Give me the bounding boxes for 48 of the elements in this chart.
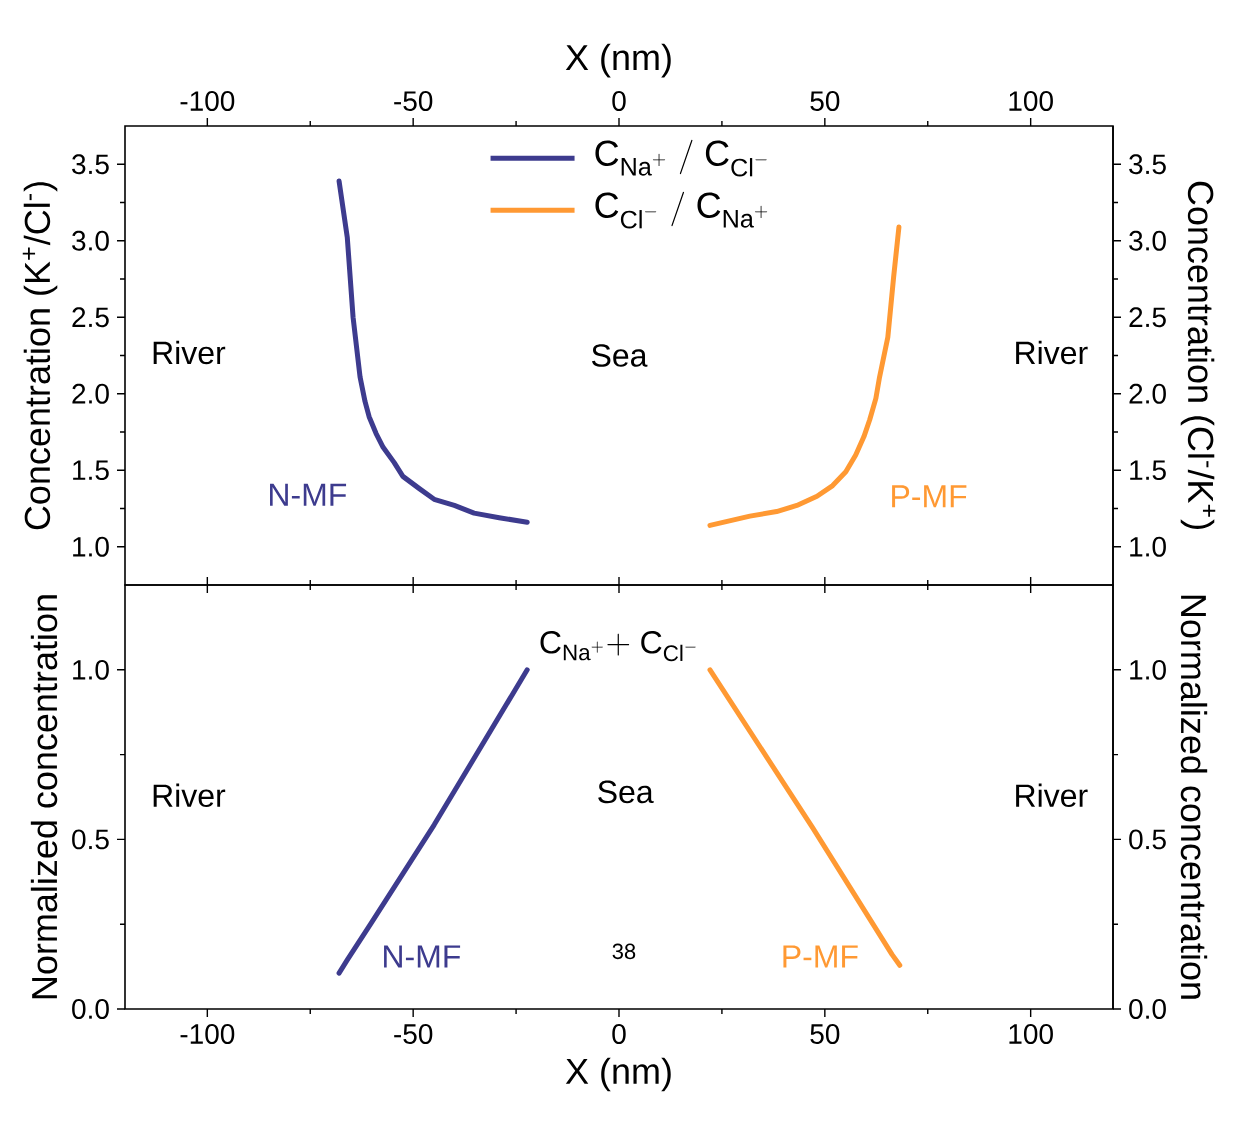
- y-tick-label: 0.5: [72, 829, 109, 850]
- annotation: Sea: [591, 344, 648, 367]
- annotation: P-MF: [783, 945, 858, 968]
- x-tick-label: 50: [810, 1024, 840, 1044]
- x-tick-label: -100: [180, 91, 235, 111]
- y2-tick-label: 0.0: [1129, 999, 1166, 1019]
- x-axis-title: X (nm): [565, 43, 671, 78]
- y-axis-title: Normalized concentration: [30, 595, 58, 999]
- y2-axis-title: Normalized concentration: [1180, 595, 1208, 999]
- y-tick-label: 1.0: [73, 536, 109, 557]
- y2-tick-label: 1.5: [1130, 460, 1166, 481]
- legend-label: $\mathrm{C}_{\mathrm{Cl}^{\mathrm{-}}}\ /\ \mathrm{C}_{\mathrm{Na}^{\mathrm{+}}}$: [595, 191, 768, 229]
- y2-tick-label: 1.0: [1130, 536, 1166, 557]
- x-tick-label: -100: [180, 1024, 235, 1044]
- y-axis-title: Concentration (K$^{+}$/Cl$^{-}$): [22, 182, 58, 530]
- y-tick-label: 2.5: [72, 307, 109, 328]
- x-tick-label: -50: [394, 91, 433, 111]
- y2-tick-label: 3.5: [1129, 154, 1166, 175]
- annotation: River: [1016, 340, 1088, 365]
- legend-label: $\mathrm{C}_{\mathrm{Na}^{\mathrm{+}}}\ /\ \mathrm{C}_{\mathrm{Cl}^{\mathrm{-}}}$: [595, 139, 767, 177]
- x-tick-label: 0: [612, 91, 626, 111]
- annotation: River: [153, 783, 226, 808]
- y-tick-label: 3.5: [72, 154, 109, 175]
- annotation: N-MF: [270, 483, 347, 506]
- y-tick-label: 2.0: [72, 383, 109, 404]
- x-tick-label: -50: [394, 1024, 433, 1044]
- annotation: N-MF: [384, 945, 461, 968]
- y2-axis-title: Concentration (Cl$^{-}$/K$^{+}$): [1180, 181, 1216, 529]
- annotation: River: [1016, 783, 1088, 808]
- y2-tick-label: 3.0: [1129, 230, 1166, 251]
- x-tick-label: 100: [1009, 91, 1053, 111]
- y-tick-label: 3.0: [72, 230, 109, 251]
- annotation: River: [153, 340, 226, 365]
- y2-tick-label: 2.5: [1129, 307, 1166, 328]
- y-tick-label: 0.0: [72, 999, 109, 1019]
- y-tick-label: 1.0: [73, 659, 109, 680]
- y2-tick-label: 2.0: [1129, 383, 1166, 404]
- x-tick-label: 100: [1009, 1024, 1053, 1044]
- x-tick-label: 50: [810, 91, 840, 111]
- annotation: Sea: [598, 780, 654, 804]
- annotation: 38: [612, 943, 636, 960]
- y2-tick-label: 1.0: [1130, 659, 1166, 680]
- y-tick-label: 1.5: [73, 460, 109, 481]
- annotation: P-MF: [892, 485, 967, 508]
- annotation: $\mathrm{C}_{\mathrm{Na}^{\mathrm{+}}}\mathrm{+}\ \mathrm{C}_{\mathrm{Cl}^{\mathrm{-}}}$: [540, 630, 696, 662]
- x-tick-label: 0: [612, 1024, 626, 1044]
- y2-tick-label: 0.5: [1129, 829, 1166, 850]
- x-axis-title: X (nm): [565, 1057, 671, 1092]
